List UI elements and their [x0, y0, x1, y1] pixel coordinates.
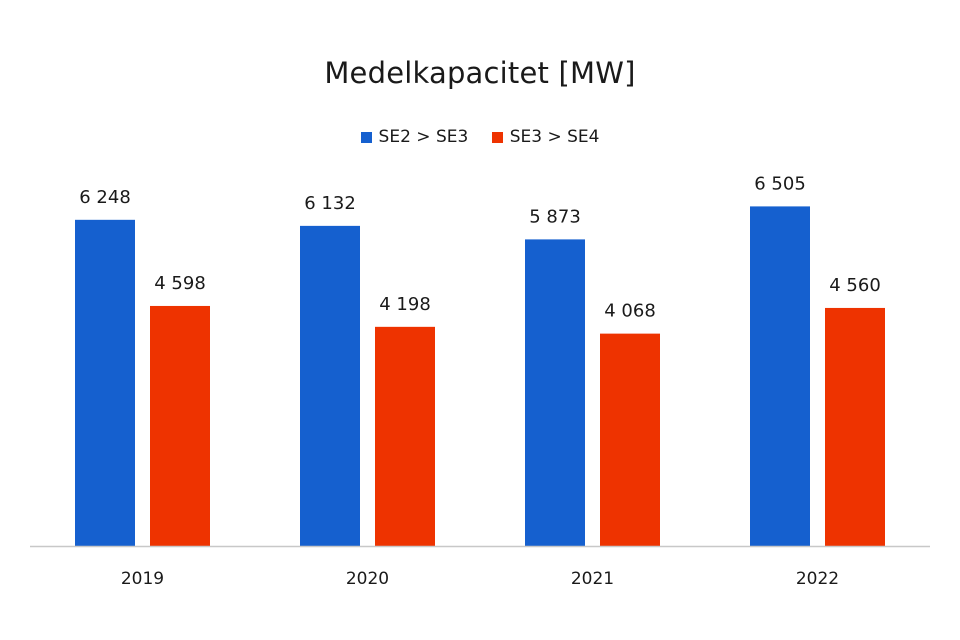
x-tick-label-2021: 2021 — [571, 569, 614, 589]
bar-series-2-2022 — [825, 307, 885, 546]
legend-swatch-series-1 — [360, 131, 372, 143]
legend-label-series-2: SE3 > SE4 — [509, 127, 600, 147]
bar-series-2-2021 — [600, 333, 660, 546]
data-label-series-1-2020: 6 132 — [304, 193, 356, 214]
x-tick-label-2019: 2019 — [121, 569, 164, 589]
bar-series-1-2021 — [525, 239, 585, 547]
bar-series-2-2019 — [150, 305, 210, 546]
x-tick-label-2022: 2022 — [796, 569, 839, 589]
data-label-series-2-2020: 4 198 — [379, 294, 431, 315]
data-label-series-2-2019: 4 598 — [154, 273, 206, 294]
x-tick-label-2020: 2020 — [346, 569, 389, 589]
legend-swatch-series-2 — [491, 131, 503, 143]
data-label-series-2-2021: 4 068 — [604, 301, 656, 322]
legend-item-series-2: SE3 > SE4 — [491, 127, 600, 147]
bar-series-1-2020 — [300, 225, 360, 546]
bar-series-2-2020 — [375, 326, 435, 546]
chart-title: Medelkapacitet [MW] — [324, 56, 636, 90]
data-label-series-2-2022: 4 560 — [829, 275, 881, 296]
legend: SE2 > SE3 SE3 > SE4 — [0, 127, 960, 148]
data-label-series-1-2022: 6 505 — [754, 173, 806, 194]
data-label-series-1-2019: 6 248 — [79, 187, 131, 208]
bar-series-1-2022 — [750, 206, 810, 546]
data-label-series-1-2021: 5 873 — [529, 206, 581, 227]
bar-series-1-2019 — [75, 219, 135, 547]
legend-label-series-1: SE2 > SE3 — [378, 127, 469, 147]
legend-item-series-1: SE2 > SE3 — [360, 127, 469, 147]
